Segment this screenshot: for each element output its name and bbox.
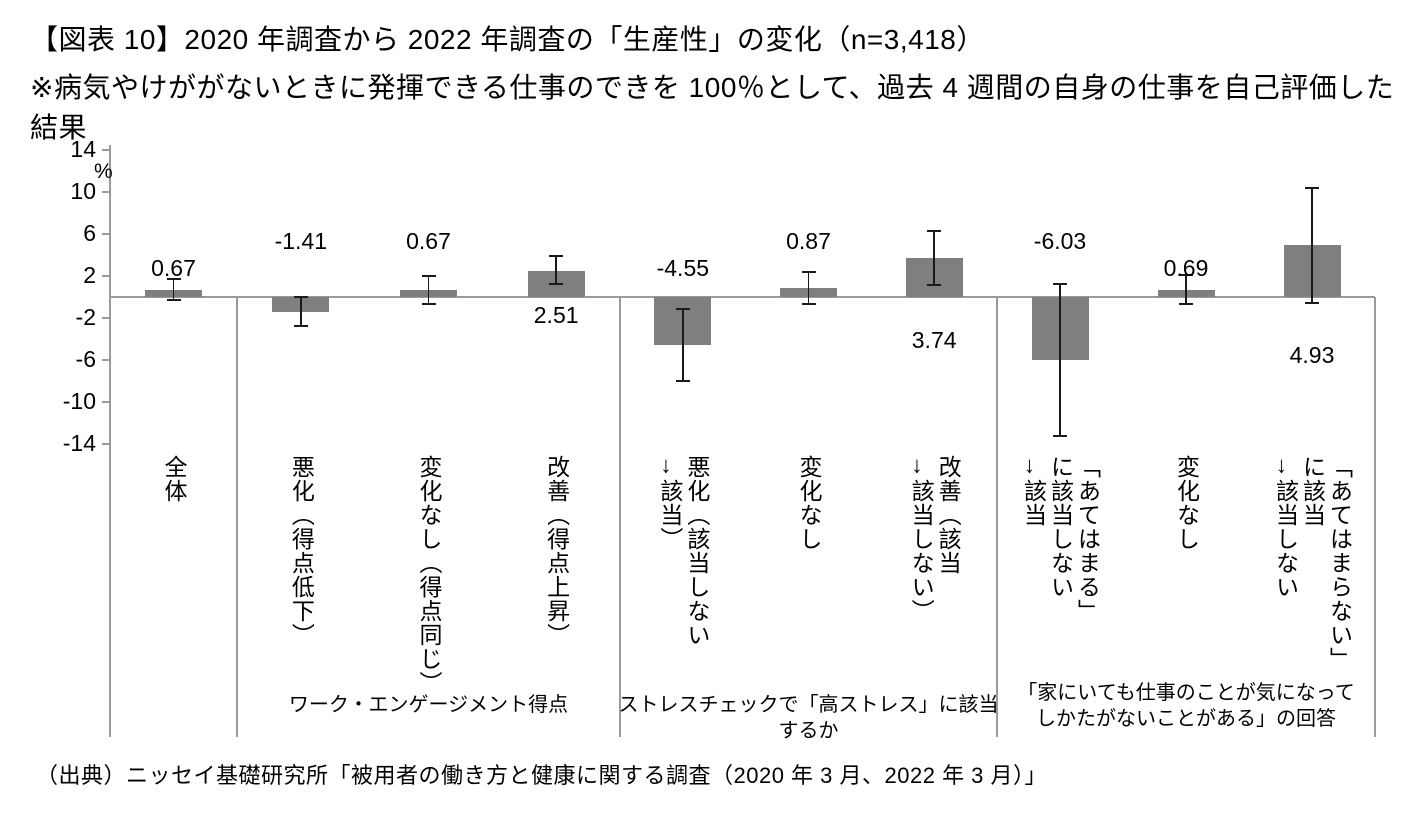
figure-title: 【図表 10】2020 年調査から 2022 年調査の「生産性」の変化（n=3,… [30,24,985,55]
value-label: 0.67 [151,255,196,281]
group-separator-line [996,297,998,737]
y-tick-label: -10 [62,388,96,414]
value-label: -1.41 [274,228,328,254]
error-bar-line [427,276,430,305]
error-bar-cap-bottom [166,299,181,302]
y-tick-label: 6 [83,220,96,246]
category-label: 変化なし [796,455,822,551]
y-tick-label: -2 [75,304,96,330]
y-axis-line [109,145,111,737]
y-tick-mark [102,149,110,151]
error-bar-cap-top [801,270,816,273]
value-label: 3.74 [911,327,957,353]
category-label: 悪化（該当しない →該当） [656,455,710,647]
category-label: 変化なし [1173,455,1200,551]
value-label: -4.55 [656,255,710,281]
error-bar-cap-bottom [927,284,942,287]
error-bar-cap-top [166,278,181,281]
error-bar-cap-top [675,307,690,310]
y-tick-mark [102,233,110,235]
source-note: （出典）ニッセイ基礎研究所「被用者の働き方と健康に関する調査（2020 年 3 … [36,763,1048,788]
value-label: 0.67 [406,228,451,254]
category-label: 「あてはまらない」 に該当 →該当しない [1272,455,1353,671]
error-bar-cap-bottom [1053,434,1067,437]
y-tick-label: -6 [75,346,96,372]
value-label: 0.87 [786,228,831,254]
error-bar-cap-top [549,255,564,258]
y-tick-label: 10 [70,178,96,204]
y-tick-mark [102,401,110,403]
error-bar-line [172,279,175,301]
y-tick-label: 14 [70,136,96,162]
error-bar-line [807,271,810,305]
y-tick-mark [102,443,110,445]
value-label: -6.03 [1033,228,1087,254]
error-bar-cap-bottom [1179,303,1193,306]
error-bar-cap-top [293,296,308,298]
error-bar-line [1311,187,1313,304]
error-bar-line [933,230,935,286]
group-separator-line [236,297,238,737]
error-bar-cap-top [1053,283,1067,286]
category-label: 全体 [161,455,187,503]
error-bar-cap-top [927,229,942,232]
error-bar-line [682,308,684,381]
y-tick-mark [102,191,110,193]
error-bar-cap-top [1305,186,1319,189]
value-label: 0.69 [1163,255,1209,281]
group-separator-line [619,297,621,737]
x-axis-line [110,296,1375,298]
group-separator-line [1374,297,1376,737]
category-label: 改善（該当 →該当しない） [908,455,962,623]
y-tick-label: -14 [62,430,96,456]
y-tick-mark [102,317,110,319]
error-bar-cap-bottom [549,283,564,286]
y-tick-mark [102,359,110,361]
error-bar-line [1059,284,1061,436]
category-label: 変化なし（得点同じ） [416,455,442,695]
error-bar-line [1185,274,1187,305]
error-bar-line [300,297,302,327]
error-bar-line [555,256,557,285]
error-bar-cap-bottom [421,303,436,306]
error-bar-cap-bottom [293,325,308,328]
category-label: 「あてはまる」 に該当しない →該当 [1020,455,1101,623]
value-label: 4.93 [1289,342,1335,368]
value-label: 2.51 [533,302,579,328]
y-axis-unit-label: % [94,160,113,183]
category-label: 改善（得点上昇） [543,455,570,647]
error-bar-cap-bottom [801,303,816,306]
error-bar-cap-top [1179,273,1193,276]
figure-subtitle: ※病気やけががないときに発揮できる仕事のできを 100％として、過去 4 週間の… [30,72,1395,143]
group-label: ワーク・エンゲージメント得点 [288,694,569,716]
error-bar-cap-bottom [1305,302,1319,305]
error-bar-cap-top [421,275,436,277]
group-label: 「家にいても仕事のことが気になって しかたがないことがある」の回答 [1017,682,1355,730]
y-tick-label: 2 [83,262,96,288]
category-label: 悪化（得点低下） [288,455,315,647]
y-tick-mark [102,275,110,277]
error-bar-cap-bottom [675,380,690,382]
group-label: ストレスチェックで「高ストレス」に該当するか [618,694,999,742]
